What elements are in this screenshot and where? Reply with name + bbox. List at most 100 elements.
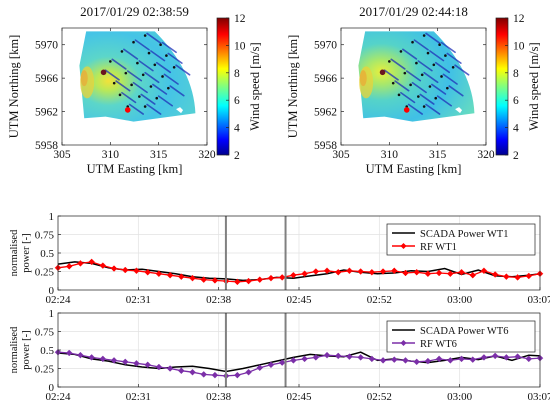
rf-point-marker bbox=[402, 269, 409, 277]
y-axis-label-line1: normalised bbox=[9, 229, 20, 276]
turbine-marker bbox=[141, 73, 145, 77]
turbine-marker bbox=[434, 96, 438, 100]
rf-point-marker bbox=[525, 355, 533, 363]
rf-point-marker bbox=[334, 352, 342, 360]
colorbar-label: Wind speed [m/s] bbox=[527, 42, 541, 130]
turbine-marker bbox=[444, 54, 447, 57]
rf-point-marker bbox=[267, 361, 275, 369]
legend-marker bbox=[400, 243, 407, 249]
turbine-marker bbox=[397, 93, 401, 97]
rf-point-marker bbox=[458, 268, 465, 276]
rf-point-marker bbox=[312, 354, 320, 361]
rf-point-marker bbox=[189, 274, 196, 282]
rf-point-marker bbox=[435, 269, 443, 277]
turbine-marker bbox=[143, 105, 147, 108]
rf-point-marker bbox=[491, 352, 499, 360]
rf-point-marker bbox=[121, 266, 129, 274]
rf-point-marker bbox=[211, 371, 219, 379]
map-y-axis-label: UTM Northing [km] bbox=[286, 35, 300, 138]
wake-streak bbox=[126, 70, 143, 82]
rf-point-marker bbox=[211, 277, 219, 284]
y-axis-label-line2: power [-] bbox=[21, 330, 32, 369]
wind-map-panel-1: 305 310 315 320 5958 5962 5966 5970 2017/01/29 0… bbox=[7, 4, 262, 176]
rf-point-marker bbox=[312, 268, 320, 275]
wake-streak bbox=[161, 41, 177, 54]
power-panel-1: 02:24 02:31 02:38 02:45 02:52 03:00 03:07 0 0.25… bbox=[9, 211, 550, 306]
rf-point-marker bbox=[77, 260, 84, 267]
turbine-marker bbox=[422, 105, 426, 108]
wake-streak bbox=[163, 73, 179, 85]
colorbar-tick-label: 4 bbox=[234, 123, 240, 135]
rf-point-marker bbox=[267, 274, 275, 282]
rf-point-marker bbox=[334, 268, 342, 276]
rf-point-marker bbox=[99, 355, 107, 363]
turbine-marker bbox=[138, 95, 141, 98]
turbine-marker bbox=[428, 85, 432, 88]
high-wind-core bbox=[80, 70, 88, 87]
turbine-marker bbox=[409, 83, 412, 87]
colorbar-tick-label: 12 bbox=[234, 13, 246, 25]
turbine-marker bbox=[130, 83, 133, 87]
turbine-marker bbox=[159, 43, 162, 47]
wake-streak bbox=[411, 81, 427, 94]
turbine-marker bbox=[422, 34, 426, 37]
rf-point-marker bbox=[346, 353, 353, 360]
wake-streak bbox=[440, 41, 456, 54]
map-title: 2017/01/29 02:44:18 bbox=[359, 4, 468, 19]
y-tick-label: 5958 bbox=[314, 140, 337, 152]
x-tick-label: 03:00 bbox=[447, 294, 473, 306]
power-y-axis-label: normalisedpower [-] bbox=[9, 326, 32, 373]
rf-point-marker bbox=[278, 359, 286, 366]
y-axis-label-line2: power [-] bbox=[21, 233, 32, 272]
x-tick-label: 315 bbox=[150, 149, 168, 161]
rf-point-marker bbox=[491, 271, 499, 278]
turbine-marker bbox=[167, 86, 170, 90]
turbine-marker bbox=[147, 51, 151, 55]
colorbar-tick-label: 2 bbox=[234, 150, 240, 162]
rf-point-marker bbox=[200, 276, 208, 283]
legend-entry: SCADA Power WT1 bbox=[420, 229, 508, 240]
turbine-marker bbox=[136, 61, 139, 65]
x-tick-label: 02:45 bbox=[286, 294, 312, 306]
colorbar-tick-label: 12 bbox=[513, 13, 525, 25]
x-tick-label: 02:52 bbox=[367, 391, 392, 403]
rf-point-marker bbox=[133, 360, 140, 367]
rf-point-marker bbox=[447, 270, 454, 278]
turbine-marker bbox=[446, 86, 449, 90]
data-gap bbox=[176, 107, 184, 114]
wake-streak bbox=[405, 70, 422, 82]
rf-point-marker bbox=[424, 270, 432, 278]
x-tick-label: 310 bbox=[102, 149, 120, 161]
rf-point-marker bbox=[323, 351, 331, 359]
colorbar-tick-label: 8 bbox=[234, 68, 240, 80]
y-tick-label: 0 bbox=[49, 382, 55, 394]
y-tick-label: 5966 bbox=[314, 73, 337, 85]
data-gap bbox=[455, 107, 463, 114]
turbine-marker bbox=[132, 40, 135, 44]
turbine-marker bbox=[143, 34, 147, 37]
rf-point-marker bbox=[301, 355, 308, 363]
rf-point-marker bbox=[133, 267, 140, 275]
wake-streak bbox=[169, 85, 185, 97]
rf-point-marker bbox=[256, 364, 264, 372]
rf-point-marker bbox=[469, 356, 477, 363]
legend-entry: SCADA Power WT6 bbox=[420, 326, 508, 337]
colorbar-tick-label: 6 bbox=[513, 95, 519, 107]
rf-point-marker bbox=[200, 371, 208, 378]
rf-point-marker bbox=[189, 368, 196, 376]
series-line-scada bbox=[57, 351, 541, 373]
highlighted-turbine-marker bbox=[379, 69, 386, 76]
rf-point-marker bbox=[234, 371, 241, 379]
x-tick-label: 03:00 bbox=[447, 391, 473, 403]
rf-point-marker bbox=[301, 270, 308, 278]
map-axes-box bbox=[340, 27, 487, 146]
x-tick-label: 02:31 bbox=[126, 391, 151, 403]
highlighted-turbine-marker bbox=[403, 107, 410, 113]
y-tick-label: 0.25 bbox=[35, 364, 55, 376]
rf-point-marker bbox=[379, 357, 387, 364]
wind-map-panel-2: 305 310 315 320 5958 5962 5966 5970 2017/01/29 0… bbox=[286, 4, 541, 176]
rf-point-marker bbox=[121, 358, 129, 366]
wake-streak bbox=[146, 103, 162, 115]
rf-point-marker bbox=[447, 357, 454, 364]
wake-streak bbox=[146, 32, 162, 44]
